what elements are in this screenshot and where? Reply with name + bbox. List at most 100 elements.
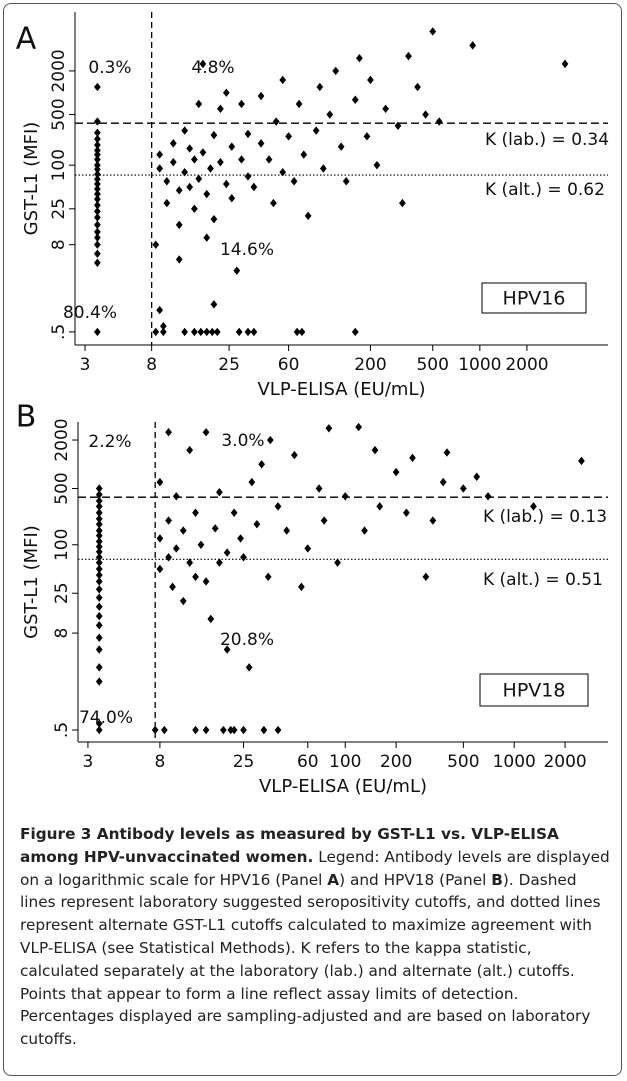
x-tick-label: 200 — [380, 752, 412, 772]
caption-text: ). Dashed lines represent laboratory sug… — [20, 870, 601, 1049]
point — [429, 27, 437, 36]
point — [228, 142, 236, 151]
point — [315, 484, 323, 493]
y-tick-label: 500 — [49, 98, 69, 130]
point — [156, 150, 164, 159]
x-tick-label: 500 — [416, 355, 448, 375]
point — [95, 514, 103, 524]
point — [186, 144, 194, 153]
point — [203, 189, 211, 199]
point — [484, 492, 492, 501]
point — [429, 516, 437, 525]
point — [270, 198, 277, 208]
point — [403, 508, 410, 517]
point — [151, 725, 159, 735]
point — [210, 300, 218, 309]
point — [95, 537, 103, 546]
point — [298, 582, 305, 592]
point — [192, 508, 199, 517]
point — [439, 477, 447, 487]
x-tick-label: 1000 — [458, 355, 501, 375]
point — [156, 564, 164, 574]
point — [257, 91, 265, 101]
point — [175, 255, 183, 264]
panel-label: B — [16, 400, 37, 435]
point — [95, 725, 103, 735]
point — [192, 725, 199, 735]
point — [203, 233, 211, 242]
point — [95, 508, 103, 517]
y-tick-label: 100 — [52, 529, 72, 561]
point — [95, 593, 103, 602]
point — [237, 534, 244, 543]
point — [274, 502, 282, 511]
x-tick-label: 2000 — [505, 355, 548, 375]
y-axis-title: GST-L1 (MFI) — [21, 525, 42, 639]
x-tick-label: 2000 — [543, 752, 586, 772]
x-tick-label: 60 — [278, 355, 300, 375]
point — [300, 150, 308, 159]
point — [172, 492, 180, 501]
point — [363, 132, 371, 141]
point — [238, 99, 245, 109]
point — [207, 614, 215, 624]
point — [351, 95, 359, 104]
point — [95, 558, 103, 567]
x-tick-label: 1000 — [493, 752, 536, 772]
point — [186, 445, 194, 455]
point — [94, 207, 101, 216]
point — [422, 572, 430, 582]
point — [163, 177, 171, 186]
point — [95, 496, 103, 506]
point — [578, 456, 585, 466]
point — [94, 165, 101, 174]
point — [95, 719, 103, 728]
point — [202, 577, 210, 586]
point — [95, 677, 103, 686]
point — [95, 602, 103, 611]
point — [279, 168, 287, 177]
point — [217, 104, 224, 113]
x-tick-label: 8 — [154, 752, 165, 772]
point — [356, 53, 363, 63]
x-tick-label: 200 — [354, 355, 386, 375]
percent-label: 3.0% — [221, 431, 264, 451]
point — [342, 177, 350, 186]
point — [192, 572, 199, 582]
point — [293, 327, 301, 337]
point — [94, 233, 101, 242]
point — [561, 59, 569, 69]
y-tick-label: 500 — [52, 472, 72, 504]
point — [195, 99, 203, 109]
point — [414, 82, 421, 92]
point — [244, 129, 252, 139]
point — [257, 139, 265, 148]
x-tick-label: 3 — [80, 355, 91, 375]
point — [95, 564, 103, 574]
point — [216, 558, 223, 567]
point — [169, 139, 177, 148]
point — [392, 467, 400, 477]
caption-title: Figure 3 Antibody levels as measured by … — [20, 825, 559, 866]
point — [285, 132, 292, 141]
point — [195, 174, 203, 183]
point — [186, 558, 194, 567]
point — [382, 104, 389, 113]
point — [223, 548, 231, 557]
point — [272, 117, 280, 126]
point — [337, 142, 345, 151]
point — [469, 41, 477, 50]
point — [94, 227, 101, 237]
x-tick-label: 25 — [218, 355, 240, 375]
point — [95, 611, 103, 621]
point — [186, 182, 194, 192]
caption-bold: B — [491, 870, 503, 889]
point — [373, 160, 381, 170]
point — [207, 164, 214, 173]
percent-label: 4.8% — [191, 58, 234, 78]
point — [459, 484, 467, 493]
point — [175, 220, 183, 230]
percent-label: 20.8% — [220, 630, 274, 650]
point — [312, 126, 320, 135]
point — [179, 526, 187, 535]
